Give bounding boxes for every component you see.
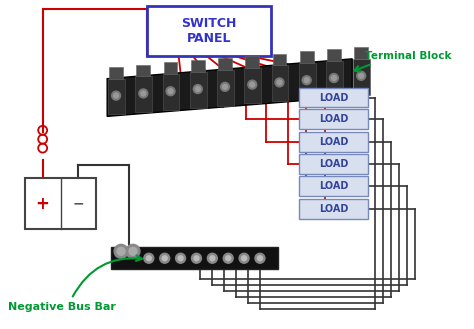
FancyBboxPatch shape bbox=[273, 54, 286, 65]
Circle shape bbox=[114, 244, 128, 258]
Circle shape bbox=[210, 256, 215, 261]
Circle shape bbox=[144, 253, 154, 263]
Text: −: − bbox=[73, 197, 84, 211]
FancyBboxPatch shape bbox=[299, 199, 368, 218]
Circle shape bbox=[248, 80, 257, 89]
Polygon shape bbox=[299, 63, 316, 99]
Circle shape bbox=[302, 76, 311, 85]
Text: SWITCH
PANEL: SWITCH PANEL bbox=[181, 17, 237, 45]
Circle shape bbox=[162, 256, 167, 261]
Circle shape bbox=[129, 247, 137, 255]
Circle shape bbox=[126, 244, 140, 258]
Text: LOAD: LOAD bbox=[319, 137, 348, 147]
Polygon shape bbox=[326, 61, 343, 97]
FancyBboxPatch shape bbox=[109, 67, 123, 79]
Circle shape bbox=[359, 73, 364, 78]
FancyBboxPatch shape bbox=[354, 47, 368, 59]
Text: LOAD: LOAD bbox=[319, 92, 348, 103]
Polygon shape bbox=[108, 79, 125, 114]
Circle shape bbox=[141, 91, 146, 96]
Circle shape bbox=[226, 256, 231, 261]
FancyBboxPatch shape bbox=[218, 58, 232, 70]
Text: Terminal Block: Terminal Block bbox=[365, 51, 452, 61]
FancyBboxPatch shape bbox=[300, 51, 314, 63]
Circle shape bbox=[160, 253, 170, 263]
Circle shape bbox=[255, 253, 265, 263]
Circle shape bbox=[222, 84, 228, 89]
FancyBboxPatch shape bbox=[25, 178, 96, 230]
Circle shape bbox=[191, 253, 201, 263]
Text: LOAD: LOAD bbox=[319, 159, 348, 169]
Circle shape bbox=[193, 85, 202, 93]
FancyBboxPatch shape bbox=[147, 6, 271, 56]
Circle shape bbox=[329, 74, 338, 83]
Circle shape bbox=[275, 78, 284, 87]
FancyBboxPatch shape bbox=[299, 110, 368, 129]
Circle shape bbox=[117, 247, 125, 255]
Text: LOAD: LOAD bbox=[319, 204, 348, 214]
Circle shape bbox=[168, 89, 173, 94]
Polygon shape bbox=[217, 70, 234, 106]
Circle shape bbox=[257, 256, 263, 261]
Circle shape bbox=[114, 93, 118, 98]
Text: LOAD: LOAD bbox=[319, 114, 348, 124]
Polygon shape bbox=[244, 68, 261, 103]
Circle shape bbox=[223, 253, 233, 263]
FancyBboxPatch shape bbox=[164, 63, 177, 74]
FancyBboxPatch shape bbox=[299, 176, 368, 196]
Circle shape bbox=[111, 91, 120, 100]
Circle shape bbox=[331, 76, 337, 81]
Circle shape bbox=[207, 253, 217, 263]
Polygon shape bbox=[190, 72, 207, 108]
FancyBboxPatch shape bbox=[299, 132, 368, 152]
FancyBboxPatch shape bbox=[327, 49, 341, 61]
Circle shape bbox=[357, 71, 365, 80]
Text: +: + bbox=[36, 195, 50, 213]
Polygon shape bbox=[136, 76, 152, 112]
Circle shape bbox=[239, 253, 249, 263]
FancyBboxPatch shape bbox=[137, 64, 150, 76]
Circle shape bbox=[242, 256, 246, 261]
Polygon shape bbox=[353, 59, 370, 94]
Circle shape bbox=[139, 89, 148, 98]
Circle shape bbox=[277, 80, 282, 85]
Circle shape bbox=[194, 256, 199, 261]
Polygon shape bbox=[272, 65, 288, 101]
FancyBboxPatch shape bbox=[299, 88, 368, 108]
Circle shape bbox=[166, 87, 175, 96]
Circle shape bbox=[250, 82, 255, 87]
Circle shape bbox=[195, 87, 200, 91]
Circle shape bbox=[178, 256, 183, 261]
Circle shape bbox=[176, 253, 185, 263]
FancyBboxPatch shape bbox=[246, 56, 259, 68]
Circle shape bbox=[220, 82, 229, 91]
FancyBboxPatch shape bbox=[191, 60, 205, 72]
Polygon shape bbox=[107, 59, 352, 116]
Text: Negative Bus Bar: Negative Bus Bar bbox=[8, 302, 116, 312]
FancyBboxPatch shape bbox=[111, 247, 278, 269]
Text: LOAD: LOAD bbox=[319, 181, 348, 191]
FancyBboxPatch shape bbox=[299, 154, 368, 174]
Polygon shape bbox=[163, 74, 180, 110]
Circle shape bbox=[146, 256, 151, 261]
Circle shape bbox=[304, 78, 309, 83]
